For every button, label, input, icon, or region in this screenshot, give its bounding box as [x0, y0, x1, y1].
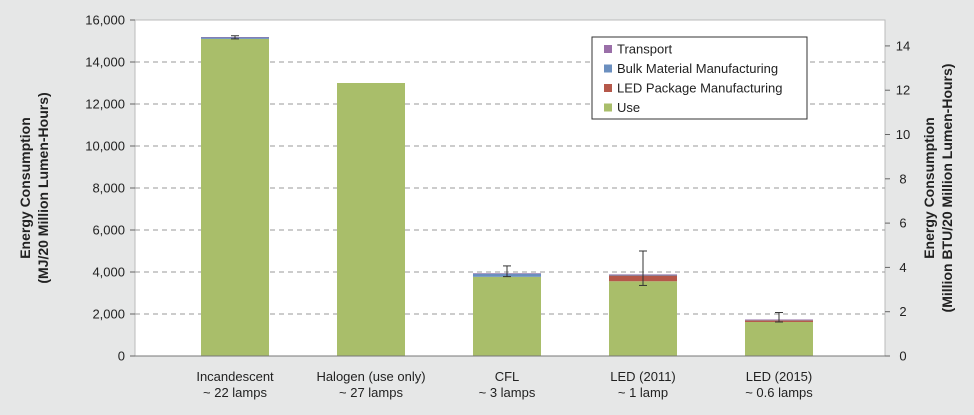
x-tick-label: ~ 1 lamp [618, 385, 668, 400]
y2-tick-label: 6 [899, 216, 906, 231]
x-tick-label: ~ 22 lamps [203, 385, 267, 400]
bar-segment [337, 83, 405, 356]
y2-tick-label: 2 [899, 304, 906, 319]
legend-label: LED Package Manufacturing [617, 81, 782, 96]
legend-swatch [604, 45, 612, 53]
bar-segment [745, 321, 813, 356]
x-tick-label: CFL [495, 369, 520, 384]
bar-segment [473, 276, 541, 356]
y-axis-title: (MJ/20 Million Lumen-Hours) [35, 92, 51, 283]
y2-tick-label: 12 [896, 83, 910, 98]
x-tick-label: Incandescent [196, 369, 274, 384]
y-tick-label: 2,000 [92, 307, 125, 322]
error-bars [231, 35, 783, 323]
legend-label: Transport [617, 42, 673, 57]
legend-swatch [604, 103, 612, 112]
legend-swatch [604, 84, 612, 92]
bars [201, 37, 813, 357]
bar-segment [201, 38, 269, 357]
y2-axis-title: (Million BTU/20 Million Lumen-Hours) [939, 64, 955, 313]
y-axis-title: Energy Consumption [17, 117, 33, 259]
y-tick-label: 8,000 [92, 181, 125, 196]
y-tick-label: 16,000 [85, 13, 125, 28]
y-tick-label: 6,000 [92, 223, 125, 238]
y-tick-label: 14,000 [85, 55, 125, 70]
bar-segment [609, 281, 677, 356]
y2-tick-label: 4 [899, 260, 906, 275]
y2-tick-label: 14 [896, 38, 910, 53]
y-tick-label: 12,000 [85, 97, 125, 112]
y-tick-label: 4,000 [92, 265, 125, 280]
y2-tick-label: 10 [896, 127, 910, 142]
y2-axis-title: Energy Consumption [921, 117, 937, 259]
x-tick-label: ~ 27 lamps [339, 385, 403, 400]
legend-label: Use [617, 100, 640, 115]
x-tick-label: ~ 3 lamps [479, 385, 536, 400]
legend-swatch [604, 64, 612, 73]
y-tick-label: 10,000 [85, 139, 125, 154]
legend: Transport Bulk Material Manufacturing LED … [591, 36, 808, 120]
x-tick-label: LED (2015) [746, 369, 812, 384]
x-tick-label: ~ 0.6 lamps [745, 385, 813, 400]
axes: 0 2,000 4,000 6,000 8,000 10,000 12,000 14,000 1… [17, 13, 955, 401]
y2-tick-label: 0 [899, 349, 906, 364]
y2-tick-label: 8 [899, 171, 906, 186]
legend-box [591, 36, 808, 120]
y-tick-label: 0 [118, 349, 125, 364]
x-tick-label: LED (2011) [610, 369, 676, 384]
x-tick-label: Halogen (use only) [316, 369, 425, 384]
legend-label: Bulk Material Manufacturing [617, 61, 778, 76]
